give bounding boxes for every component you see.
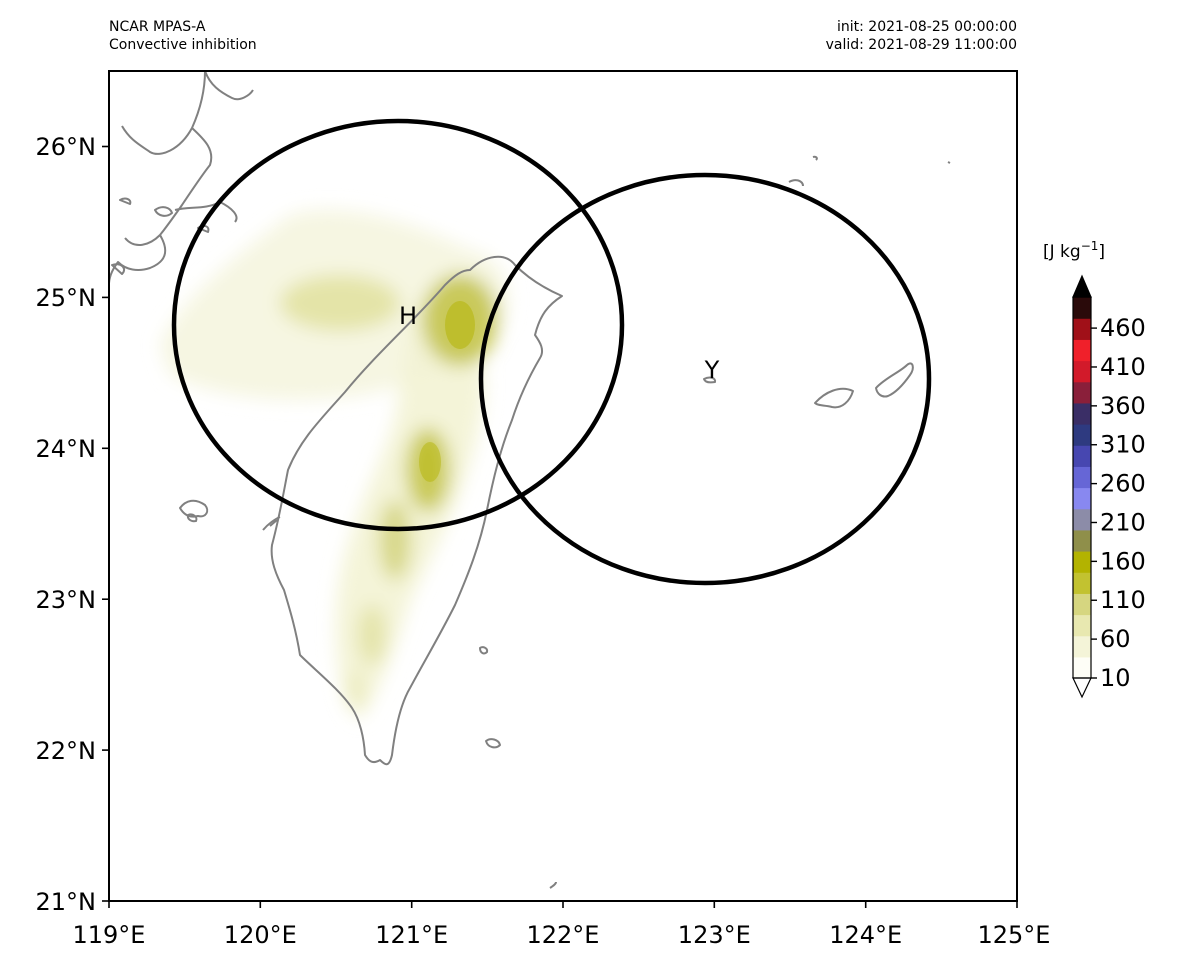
colorbar-band bbox=[1073, 445, 1091, 467]
y-tick-label: 22°N bbox=[36, 737, 97, 765]
colorbar-band bbox=[1073, 487, 1091, 510]
senkaku-islands bbox=[788, 155, 951, 187]
x-tick-label: 123°E bbox=[678, 921, 751, 949]
map-plot-area: H Y bbox=[109, 71, 1017, 901]
colorbar-band bbox=[1073, 360, 1091, 383]
cin-peak-central bbox=[419, 442, 441, 482]
colorbar-outline bbox=[1072, 296, 1092, 679]
colorbar-tick-label: 110 bbox=[1100, 586, 1146, 614]
y-tick-label: 24°N bbox=[36, 435, 97, 463]
map-header-right: init: 2021-08-25 00:00:00 valid: 2021-08… bbox=[826, 18, 1017, 54]
colorbar-band bbox=[1073, 593, 1091, 616]
colorbar-tick-label: 260 bbox=[1100, 470, 1146, 498]
yonaguni-island bbox=[703, 376, 717, 384]
green-island bbox=[479, 646, 489, 655]
colorbar-band bbox=[1073, 656, 1091, 679]
colorbar-band bbox=[1073, 635, 1091, 658]
radius-rings bbox=[171, 118, 932, 586]
colorbar-band bbox=[1073, 318, 1091, 340]
y-tick-label: 25°N bbox=[36, 284, 97, 312]
colorbar-band bbox=[1073, 297, 1091, 319]
colorbar-tick-label: 310 bbox=[1100, 431, 1146, 459]
x-tick-label: 121°E bbox=[375, 921, 448, 949]
colorbar-tick-label: 210 bbox=[1100, 508, 1146, 536]
cin-shading-peaks bbox=[419, 301, 475, 482]
cin-field-core-south bbox=[379, 500, 411, 580]
colorbar-band bbox=[1073, 402, 1091, 425]
colorbar-band bbox=[1073, 381, 1091, 404]
yaeyama-ishigaki bbox=[875, 362, 914, 398]
colorbar-tick-label: 360 bbox=[1100, 392, 1146, 420]
colorbar-tick-label: 410 bbox=[1100, 353, 1146, 381]
penghu-west-reef bbox=[262, 516, 281, 531]
china-coast bbox=[109, 71, 254, 290]
colorbar-band bbox=[1073, 614, 1091, 637]
model-name: NCAR MPAS-A bbox=[109, 19, 206, 35]
y-tick-label: 23°N bbox=[36, 586, 97, 614]
unit-suffix: ] bbox=[1098, 242, 1105, 262]
x-tick-label: 119°E bbox=[73, 921, 146, 949]
colorbar-unit-label: [J kg−1] bbox=[1043, 239, 1105, 262]
colorbar-band bbox=[1073, 529, 1091, 552]
marker-h-label: H bbox=[399, 302, 417, 330]
ring-h bbox=[171, 118, 625, 532]
colorbar-ticks: 10 60 110 160 210 260 310 360 410 460 bbox=[1091, 314, 1146, 692]
x-tick-label: 125°E bbox=[978, 921, 1051, 949]
colorbar-tick-label: 10 bbox=[1100, 664, 1131, 692]
unit-exponent: −1 bbox=[1081, 239, 1099, 253]
y-axis-labels: 21°N 22°N 23°N 24°N 25°N 26°N bbox=[36, 133, 97, 916]
axis-ticks bbox=[102, 145, 1018, 908]
x-axis-labels: 119°E 120°E 121°E 122°E 123°E 124°E 125°… bbox=[73, 921, 1051, 949]
cin-field-core-tail bbox=[358, 605, 386, 665]
colorbar-extend-bottom bbox=[1072, 677, 1092, 699]
x-tick-label: 122°E bbox=[527, 921, 600, 949]
yaeyama-iriomote bbox=[814, 387, 854, 409]
colorbar-extend-top bbox=[1072, 274, 1092, 298]
ring-y bbox=[478, 172, 932, 586]
penghu-islands bbox=[179, 499, 209, 523]
colorbar-bands bbox=[1073, 297, 1091, 679]
y-tick-label: 26°N bbox=[36, 133, 97, 161]
cin-field-core-west bbox=[280, 275, 400, 331]
unit-prefix: [J kg bbox=[1043, 242, 1081, 262]
cin-field-core-tip bbox=[345, 670, 365, 710]
matsu-islands bbox=[111, 197, 132, 275]
map-header-left: NCAR MPAS-A Convective inhibition bbox=[109, 18, 257, 54]
map-background bbox=[109, 71, 1017, 901]
colorbar-tick-label: 460 bbox=[1100, 314, 1146, 342]
cin-peak-taipei bbox=[445, 301, 475, 349]
init-time: init: 2021-08-25 00:00:00 bbox=[837, 19, 1017, 35]
orchid-island bbox=[485, 738, 501, 749]
colorbar: [J kg−1] 10 60 110 160 210 260 310 360 410 460 bbox=[1043, 239, 1146, 699]
x-tick-label: 124°E bbox=[829, 921, 902, 949]
colorbar-band bbox=[1073, 551, 1091, 573]
colorbar-band bbox=[1073, 424, 1091, 446]
taiwan-coastline bbox=[270, 255, 563, 766]
marker-y-label: Y bbox=[704, 356, 720, 384]
colorbar-tick-label: 160 bbox=[1100, 547, 1146, 575]
small-island-south bbox=[549, 881, 557, 889]
y-tick-label: 21°N bbox=[36, 888, 97, 916]
colorbar-tick-label: 60 bbox=[1100, 625, 1131, 653]
colorbar-band bbox=[1073, 508, 1091, 531]
colorbar-band bbox=[1073, 572, 1091, 594]
coastlines bbox=[109, 71, 951, 889]
colorbar-band bbox=[1073, 339, 1091, 362]
x-tick-label: 120°E bbox=[224, 921, 297, 949]
field-name: Convective inhibition bbox=[109, 37, 257, 53]
colorbar-band bbox=[1073, 466, 1091, 489]
valid-time: valid: 2021-08-29 11:00:00 bbox=[825, 37, 1017, 53]
